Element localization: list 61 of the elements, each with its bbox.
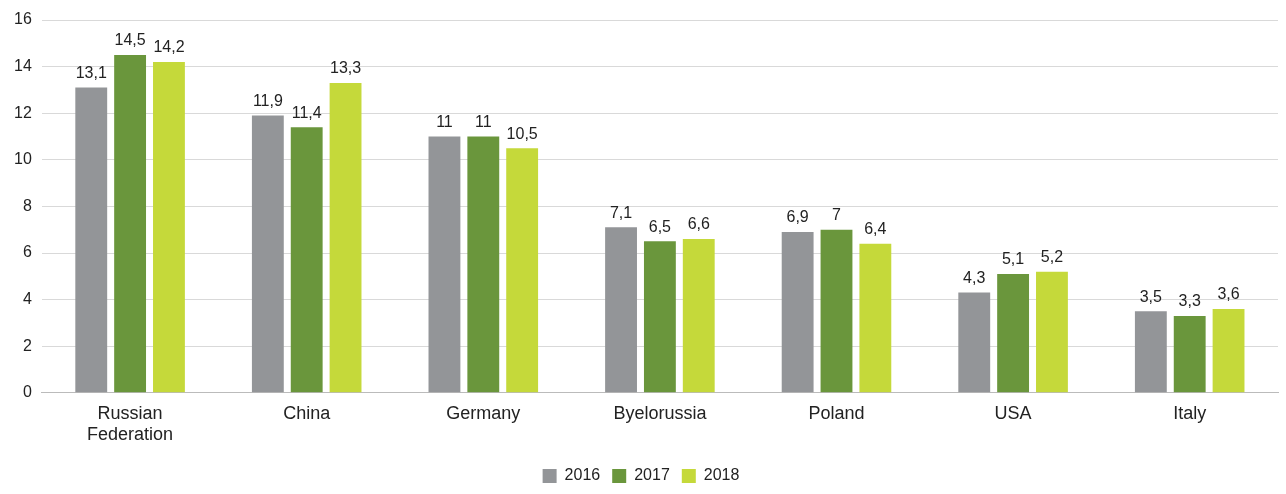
- data-label: 13,3: [329, 59, 362, 77]
- bar: [605, 227, 637, 393]
- bar: [1134, 311, 1167, 393]
- y-tick-label: 12: [14, 103, 32, 121]
- data-label: 6,6: [687, 215, 710, 233]
- bar: [75, 87, 108, 393]
- y-tick-label: 16: [14, 10, 32, 28]
- data-label: 11,9: [252, 91, 283, 109]
- x-tick-label: Germany: [446, 402, 521, 423]
- x-tick-label: China: [283, 402, 332, 423]
- data-label: 6,9: [786, 208, 809, 226]
- x-tick-label: USA: [994, 402, 1032, 423]
- bar: [859, 243, 892, 393]
- data-label: 11: [436, 112, 453, 130]
- bar: [153, 61, 185, 393]
- data-label: 7,1: [609, 203, 633, 221]
- bar: [1212, 308, 1245, 393]
- data-label: 10,5: [506, 124, 538, 142]
- data-label: 14,5: [114, 31, 146, 49]
- bar: [329, 82, 362, 393]
- x-tick-label: Russian Federation: [87, 402, 174, 445]
- bar: [1173, 315, 1206, 393]
- bar: [506, 148, 539, 393]
- y-tick-label: 14: [14, 57, 32, 75]
- bar: [467, 136, 500, 393]
- y-tick-label: 4: [22, 290, 32, 308]
- bar: [958, 292, 991, 393]
- legend-label: 2018: [703, 466, 740, 484]
- x-tick-label: Poland: [808, 402, 865, 423]
- bar: [114, 54, 147, 393]
- bar: [290, 127, 323, 393]
- y-tick-label: 10: [14, 150, 32, 168]
- bar: [251, 115, 284, 393]
- y-tick-label: 8: [22, 196, 32, 214]
- legend-label: 2017: [634, 466, 670, 484]
- data-label: 3,6: [1217, 285, 1240, 303]
- data-label: 6,4: [864, 220, 887, 238]
- data-label: 3,3: [1178, 292, 1201, 310]
- data-label: 6,5: [648, 217, 672, 235]
- data-label: 5,2: [1040, 248, 1064, 266]
- x-tick-label: Italy: [1173, 402, 1207, 423]
- bar: [682, 239, 715, 393]
- bar: [1036, 271, 1068, 393]
- bar: [643, 241, 676, 393]
- data-label: 7: [832, 206, 842, 224]
- bar: [428, 136, 461, 393]
- bar: [781, 232, 814, 393]
- data-label: 4,3: [963, 269, 986, 287]
- bar: [820, 229, 853, 393]
- data-label: 3,5: [1139, 287, 1163, 305]
- y-tick-label: 0: [22, 383, 32, 401]
- data-label: 11: [474, 112, 492, 130]
- data-label: 11,4: [291, 103, 322, 121]
- data-label: 5,1: [1001, 250, 1025, 268]
- bar: [997, 273, 1030, 393]
- legend-label: 2016: [564, 466, 601, 484]
- data-label: 13,1: [75, 63, 107, 81]
- y-tick-label: 2: [22, 336, 32, 354]
- data-label: 14,2: [153, 38, 185, 56]
- x-tick-label: Byelorussia: [613, 402, 708, 423]
- y-tick-label: 6: [22, 243, 32, 261]
